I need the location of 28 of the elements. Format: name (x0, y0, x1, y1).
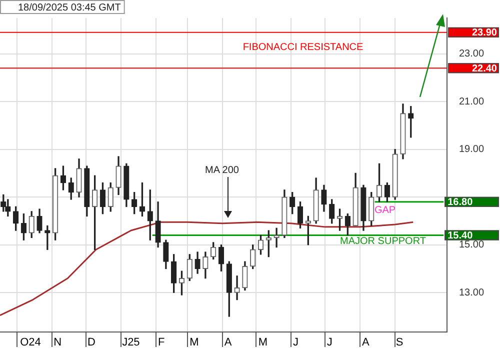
ref-line-label: 22.40 (472, 63, 498, 74)
x-tick-label: A (362, 336, 370, 349)
y-tick-label: 13.00 (459, 287, 484, 298)
x-tick-label: N (54, 336, 62, 349)
text: 18/09/2025 03:45 GMT (18, 2, 121, 14)
annotation: MAJOR SUPPORT (340, 236, 426, 247)
annotation: FIBONACCI RESISTANCE (242, 42, 364, 53)
x-tick-label: M (258, 336, 268, 349)
x-tick-label: F (158, 336, 166, 349)
y-tick-label: 23.00 (459, 48, 484, 60)
y-tick-label: 19.00 (459, 144, 484, 156)
data-label: 16.80 (448, 197, 474, 208)
y-tick-label: 21.00 (459, 96, 484, 108)
x-tick-label: M (190, 336, 199, 349)
x-tick-label: A (224, 336, 232, 349)
candlestick (274, 228, 280, 248)
data-label: 15.40 (448, 230, 474, 242)
annotation: GAP (374, 204, 396, 216)
y-tick-label: 15.00 (459, 240, 484, 251)
annotation: MA 200 (205, 164, 240, 176)
x-tick-label: O24 (20, 336, 41, 349)
x-tick-label: J (292, 336, 298, 349)
x-tick-label: S (396, 336, 404, 349)
x-tick-label: J (326, 336, 332, 349)
candlestick (234, 276, 240, 300)
x-tick-label: J25 (122, 336, 140, 349)
x-tick-label: D (87, 336, 96, 349)
ref-line-label: 23.90 (472, 28, 498, 39)
